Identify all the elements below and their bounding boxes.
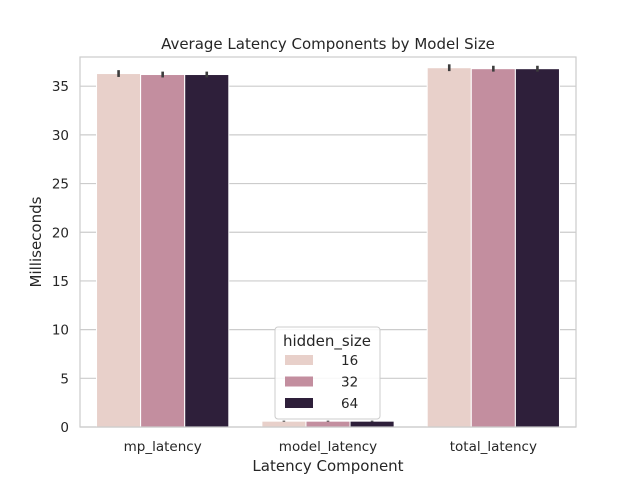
error-bars [117, 64, 539, 422]
bar-total_latency-16 [426, 67, 472, 428]
bars [96, 67, 560, 428]
y-tick-label: 30 [52, 128, 69, 144]
bar-mp_latency-64 [184, 74, 230, 428]
chart-title: Average Latency Components by Model Size [161, 35, 495, 53]
x-tick-label: total_latency [450, 439, 537, 455]
x-axis-label: Latency Component [252, 457, 403, 475]
bar-mp_latency-16 [96, 73, 142, 428]
legend-label: 64 [341, 396, 358, 412]
legend-swatch [285, 355, 313, 365]
x-tick-label: model_latency [279, 439, 377, 455]
y-tick-label: 15 [52, 274, 69, 290]
legend-swatch [285, 398, 313, 408]
y-axis-label: Milliseconds [27, 196, 45, 287]
legend-label: 32 [341, 375, 358, 391]
legend-label: 16 [341, 353, 358, 369]
bar-model_latency-32 [305, 420, 351, 428]
y-tick-label: 35 [52, 79, 69, 95]
y-tick-label: 20 [52, 225, 69, 241]
y-tick-labels: 0 5 10 15 20 25 30 35 [52, 79, 69, 436]
y-tick-label: 25 [52, 177, 69, 193]
plot-frame [79, 56, 577, 428]
x-tick-labels: mp_latency model_latency total_latency [124, 439, 537, 455]
bar-total_latency-32 [470, 68, 516, 428]
legend: hidden_size 16 32 64 [274, 326, 381, 420]
y-tick-label: 5 [60, 371, 69, 387]
legend-swatch [285, 376, 313, 387]
bar-total_latency-64 [514, 68, 560, 428]
x-tick-label: mp_latency [124, 439, 202, 455]
legend-frame [274, 326, 381, 420]
legend-title: hidden_size [283, 332, 371, 351]
y-tick-label: 0 [60, 420, 69, 436]
bar-model_latency-16 [261, 420, 307, 428]
bar-mp_latency-32 [140, 74, 186, 428]
y-tick-label: 10 [52, 323, 69, 339]
bar-model_latency-64 [349, 420, 395, 428]
